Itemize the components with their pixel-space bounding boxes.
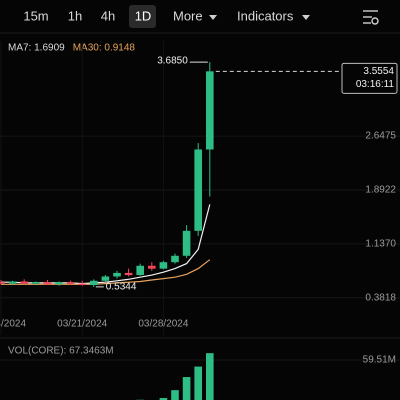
candle-body <box>113 272 121 277</box>
y-tick-label: 1.8922 <box>365 185 396 196</box>
dropdown-arrow <box>302 15 310 20</box>
candle-body <box>20 281 28 284</box>
candle-body <box>136 265 144 276</box>
min-label: 0.5344 <box>106 282 137 293</box>
tab[interactable]: 1D <box>135 8 152 23</box>
candle-body <box>8 281 17 284</box>
candle-body <box>0 282 5 284</box>
x-tick-label: 03/14/2024 <box>0 319 26 330</box>
volume-tick-label: 59.51M <box>363 355 396 366</box>
last-price-label: 3.5554 <box>363 66 394 77</box>
volume-bar <box>206 353 214 400</box>
y-tick-label: 1.1370 <box>365 239 396 250</box>
ma30-label: MA30: 0.9148 <box>73 43 136 54</box>
max-label: 3.6850 <box>157 56 188 67</box>
candle-body <box>148 265 156 269</box>
countdown-label: 03:16:11 <box>356 79 395 90</box>
candle-body <box>171 255 179 263</box>
candle-body <box>182 230 191 256</box>
tab[interactable]: 1h <box>68 8 82 23</box>
tab[interactable]: 4h <box>101 8 115 23</box>
ma7-label: MA7: 1.6909 <box>8 43 65 54</box>
y-tick-label: 2.6475 <box>365 131 396 142</box>
settings-icon[interactable] <box>363 10 379 25</box>
candle-body <box>55 282 63 285</box>
x-tick-label: 03/21/2024 <box>57 319 107 330</box>
candle-body <box>90 280 98 286</box>
candle-body <box>159 262 168 269</box>
price-tag <box>341 62 398 94</box>
volume-label: VOL(CORE): 67.3463M <box>8 346 114 357</box>
active-tab-bg <box>129 5 156 28</box>
candle-body <box>43 282 52 285</box>
volume-bar <box>171 390 179 400</box>
candle-body <box>32 282 40 284</box>
candle-body <box>194 149 202 231</box>
more-menu[interactable]: More <box>173 8 203 23</box>
candle-body <box>124 272 133 276</box>
candle-body <box>78 283 86 286</box>
y-tick-label: 0.3818 <box>365 292 396 303</box>
volume-bar <box>182 377 191 400</box>
dropdown-arrow <box>209 15 217 20</box>
volume-bar <box>194 366 202 400</box>
candle-body <box>101 276 110 281</box>
candle-body <box>206 71 214 150</box>
indicators-menu[interactable]: Indicators <box>237 8 294 23</box>
x-tick-label: 03/28/2024 <box>138 319 188 330</box>
candle-body <box>66 282 75 284</box>
tab[interactable]: 15m <box>23 8 48 23</box>
volume-bar <box>159 398 168 400</box>
